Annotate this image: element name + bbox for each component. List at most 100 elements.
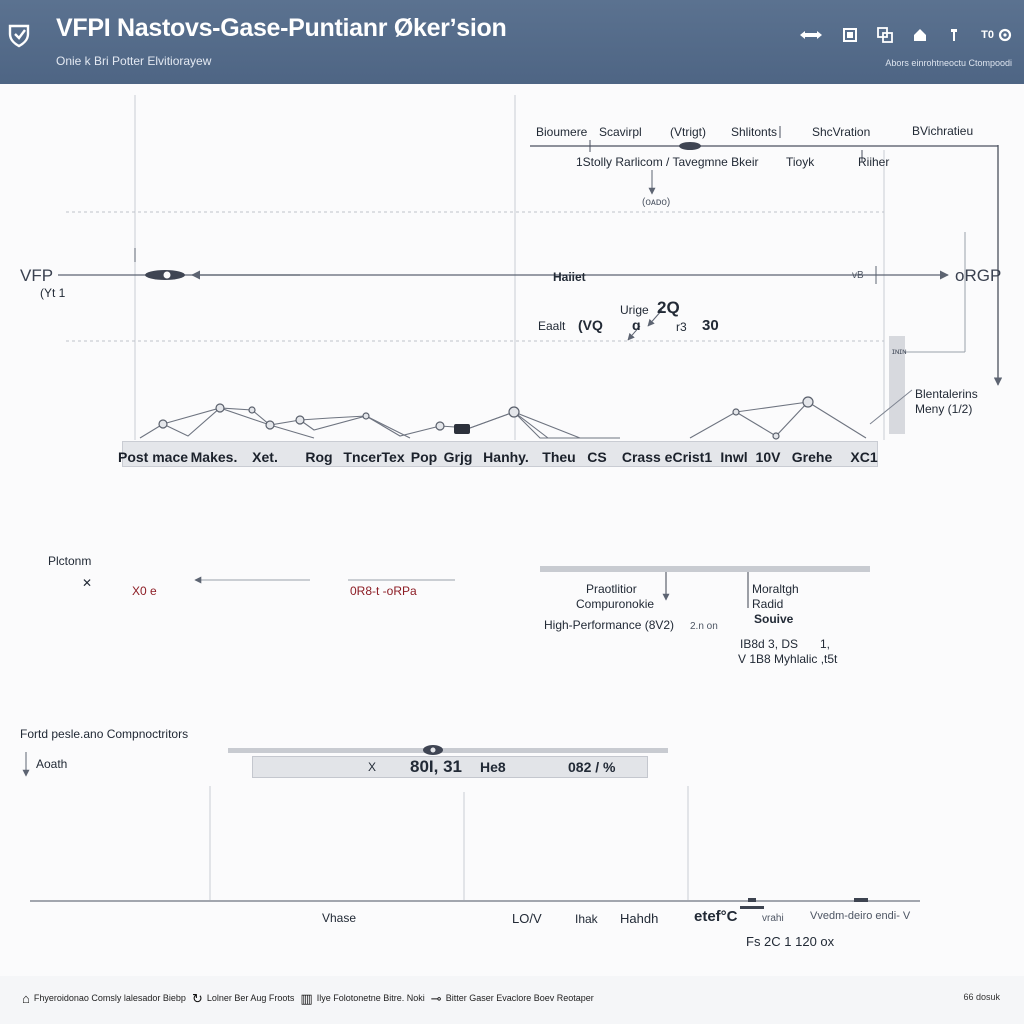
branch-b-label-5: V 1B8 Myhlalic ,t5t	[738, 652, 838, 666]
top-label-4: Shlitonts	[731, 125, 778, 139]
settings-icon	[998, 28, 1012, 42]
category-label[interactable]: Rog	[305, 449, 333, 465]
category-label[interactable]: Inwl	[720, 449, 748, 465]
footer-legend: ⌂ Fhyeroidonao Comsly lalesador Biebp ↻ …	[22, 988, 594, 1008]
top-label-3: (Vtrigt)	[670, 125, 706, 139]
value-e: 30	[702, 317, 719, 334]
bottom-readout: Fs 2C 1 120 ox	[746, 934, 835, 949]
legend-item[interactable]: ⊸ Bitter Gaser Evaclore Boev Reotaper	[431, 992, 594, 1005]
app-header: VFPI Nastovs-Gase-Puntianr Økerʼsion Oni…	[0, 0, 1024, 84]
top-label-2: Scavirpl	[599, 125, 642, 139]
bottom-x-label: vrahi	[762, 913, 784, 924]
bottom-title: Fortd pesle.ano Compnoctritors	[20, 727, 189, 741]
category-label[interactable]: Post mace	[117, 449, 189, 465]
graph-node	[802, 396, 814, 408]
layers-button[interactable]	[874, 24, 896, 46]
category-label[interactable]: Makes.	[190, 449, 238, 465]
app-footer: ⌂ Fhyeroidonao Comsly lalesador Biebp ↻ …	[0, 976, 1024, 1024]
branch-b-label-1: Moraltgh	[752, 582, 799, 596]
graph-node	[362, 412, 370, 420]
category-label[interactable]: 10V	[755, 449, 781, 465]
value-arrow-a	[647, 309, 663, 327]
category-label[interactable]: Grehe	[791, 449, 833, 465]
legend-label: Lolner Ber Aug Froots	[206, 993, 295, 1003]
value-arrow-b	[627, 325, 641, 341]
side-panel-diagonal	[869, 389, 913, 425]
category-label[interactable]: XC1	[850, 449, 878, 465]
category-label[interactable]: Theu	[542, 449, 576, 465]
bottom-x-label: Hahdh	[620, 911, 659, 926]
value-a-label: Urige	[620, 303, 649, 317]
pin-button[interactable]	[944, 24, 964, 46]
legend-label: Fhyeroidonao Comsly lalesador Biebp	[33, 993, 186, 1003]
diagram-lines	[22, 95, 1003, 909]
pin-icon	[951, 29, 958, 41]
frame-button[interactable]	[840, 24, 860, 46]
close-icon[interactable]: ✕	[82, 576, 93, 590]
category-label[interactable]: Crass eCrist1	[621, 449, 713, 465]
graph-node-dark	[454, 424, 470, 434]
branch-b-label-3: Souive	[754, 612, 794, 626]
branch-a-label-1: Praotlitior	[586, 582, 637, 596]
header-status: Abors einrohtneoctu Ctompoodi	[885, 58, 1012, 68]
grid-icon: ▥	[300, 990, 313, 1006]
bottom-marker-1	[740, 906, 764, 909]
legend-label: Ilye Folotonetne Bitre. Noki	[316, 993, 425, 1003]
axis-right-marker: vB	[852, 270, 864, 281]
value-b: (VQ	[578, 317, 603, 333]
graph-node	[435, 421, 445, 431]
shield-logo-icon[interactable]	[6, 22, 32, 48]
axis-center-label: Haiiet	[553, 270, 586, 284]
bottom-x-label: Ihak	[575, 912, 598, 926]
app-subtitle: Onie k Bri Potter Elvitiorayew	[56, 54, 212, 68]
bottom-slider-handle-ring	[430, 747, 436, 753]
graph-node	[215, 403, 225, 413]
middle-range-left-label: X0 e	[132, 584, 157, 598]
side-tick-label: ɪɴɪɴ	[892, 347, 907, 356]
category-label[interactable]: TncerTex	[343, 449, 405, 465]
bottom-x-label: LO/V	[512, 911, 542, 926]
branch-a-label-4: 2.n on	[690, 621, 718, 632]
side-note-subtitle: Meny (1/2)	[915, 402, 973, 416]
category-label[interactable]: CS	[587, 449, 607, 465]
category-label[interactable]: Grjg	[443, 449, 473, 465]
bottom-marker-3	[854, 898, 868, 902]
graph-node	[772, 432, 780, 440]
value-b-label: Eaalt	[538, 319, 566, 333]
layers-icon	[877, 27, 894, 43]
network-nodes	[158, 396, 814, 440]
bottom-x-label: Vvedm-deiro endi- V	[810, 910, 911, 922]
top-small-note: (ᴏᴀᴅᴏ)	[642, 197, 671, 208]
top-label-1: Bioumere	[536, 125, 588, 139]
graph-node	[158, 419, 168, 429]
middle-title: Plctonm	[48, 554, 92, 568]
top-sublabel-2: Tioyk	[786, 155, 815, 169]
graph-node	[508, 406, 520, 418]
legend-item[interactable]: ⌂ Fhyeroidonao Comsly lalesador Biebp	[22, 992, 186, 1005]
diagram-canvas	[0, 84, 1024, 976]
category-label[interactable]: Xet.	[252, 449, 278, 465]
category-label[interactable]: Pop	[410, 449, 438, 465]
settings-button[interactable]: T0	[978, 24, 1016, 46]
top-flow-node[interactable]	[679, 142, 701, 150]
branch-b-label-4: IB8d 3, DS	[740, 637, 799, 651]
value-c: ɑ	[632, 317, 641, 333]
legend-label: Bitter Gaser Evaclore Boev Reotaper	[445, 993, 594, 1003]
bottom-axis-label: Aoath	[36, 757, 68, 771]
pan-button[interactable]	[796, 24, 826, 46]
branch-a-label-2: Compuronokie	[576, 597, 655, 611]
settings-button-label: T0	[981, 29, 994, 41]
bottom-x-label: Vhase	[322, 911, 357, 925]
category-label[interactable]: Hanhy.	[483, 449, 529, 465]
legend-item[interactable]: ↻ Lolner Ber Aug Froots	[192, 992, 294, 1005]
home-button[interactable]	[910, 24, 930, 46]
top-sublabel-1: 1Stolly Rarlicom / Tavegmne Bkeir	[576, 155, 759, 169]
bottom-x-label: etef°C	[694, 908, 738, 925]
pan-icon	[800, 31, 823, 39]
category-bar	[122, 441, 878, 467]
home-icon: ⌂	[22, 990, 30, 1006]
middle-range-right-label: 0R8-t -oRPa	[350, 584, 417, 598]
legend-item[interactable]: ▥ Ilye Folotonetne Bitre. Noki	[300, 992, 424, 1005]
bottom-top-bar	[228, 748, 668, 753]
side-panel	[889, 336, 905, 434]
